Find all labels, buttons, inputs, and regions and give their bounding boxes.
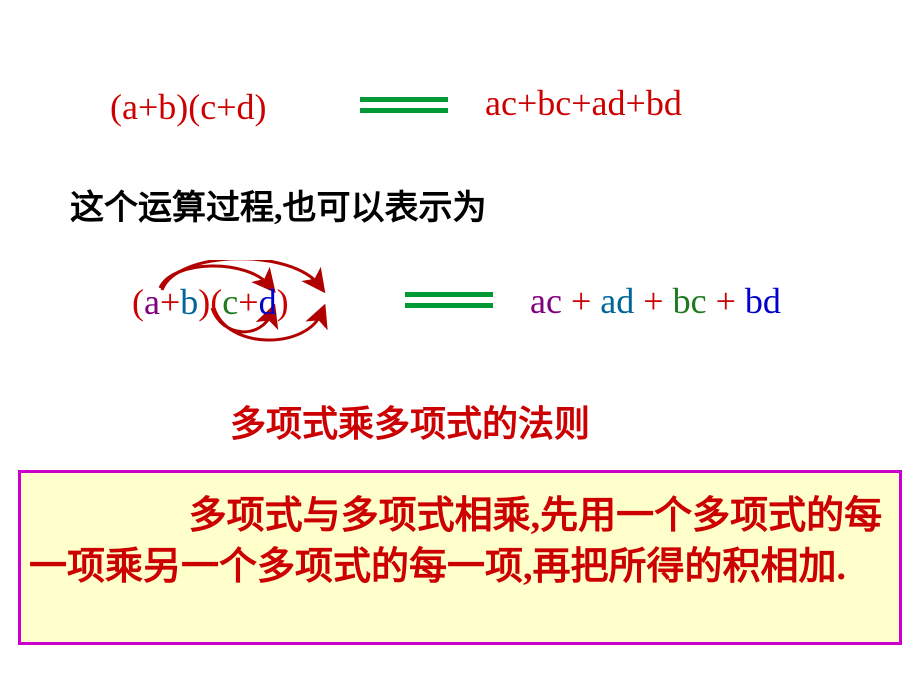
term-b: b: [180, 282, 198, 322]
plus-op: +: [562, 281, 600, 321]
paren-close-2: ): [277, 282, 289, 322]
lhs-2-wrap: (a+b)(c+d): [132, 280, 392, 390]
paren-open-2: (: [210, 282, 222, 322]
term-bd: bd: [745, 281, 781, 321]
term-a: a: [144, 282, 160, 322]
rhs-2: ac + ad + bc + bd: [530, 280, 781, 322]
plus-op: +: [634, 281, 672, 321]
equals-icon: [360, 97, 448, 119]
equals-icon: [405, 292, 493, 314]
rhs-1: ac+bc+ad+bd: [485, 82, 682, 124]
term-c: c: [222, 282, 238, 322]
process-note: 这个运算过程,也可以表示为: [70, 188, 530, 231]
lhs-2: (a+b)(c+d): [132, 280, 352, 325]
paren-close-1: ): [198, 282, 210, 322]
term-bc: bc: [673, 281, 707, 321]
rule-title: 多项式乘多项式的法则: [230, 395, 590, 447]
plus-op: +: [707, 281, 745, 321]
lhs-1: (a+b)(c+d): [110, 85, 340, 130]
slide: (a+b)(c+d) ac+bc+ad+bd 这个运算过程,也可以表示为 (a+: [0, 0, 920, 690]
plus-1: +: [160, 282, 180, 322]
rule-body: 多项式与多项式相乘,先用一个多项式的每一项乘另一个多项式的每一项,再把所得的积相…: [29, 495, 882, 588]
rule-text: 多项式与多项式相乘,先用一个多项式的每一项乘另一个多项式的每一项,再把所得的积相…: [29, 491, 891, 594]
rule-box: 多项式与多项式相乘,先用一个多项式的每一项乘另一个多项式的每一项,再把所得的积相…: [18, 470, 902, 645]
term-ac: ac: [530, 281, 562, 321]
term-d: d: [259, 282, 277, 322]
plus-2: +: [238, 282, 258, 322]
term-ad: ad: [600, 281, 634, 321]
paren-open-1: (: [132, 282, 144, 322]
